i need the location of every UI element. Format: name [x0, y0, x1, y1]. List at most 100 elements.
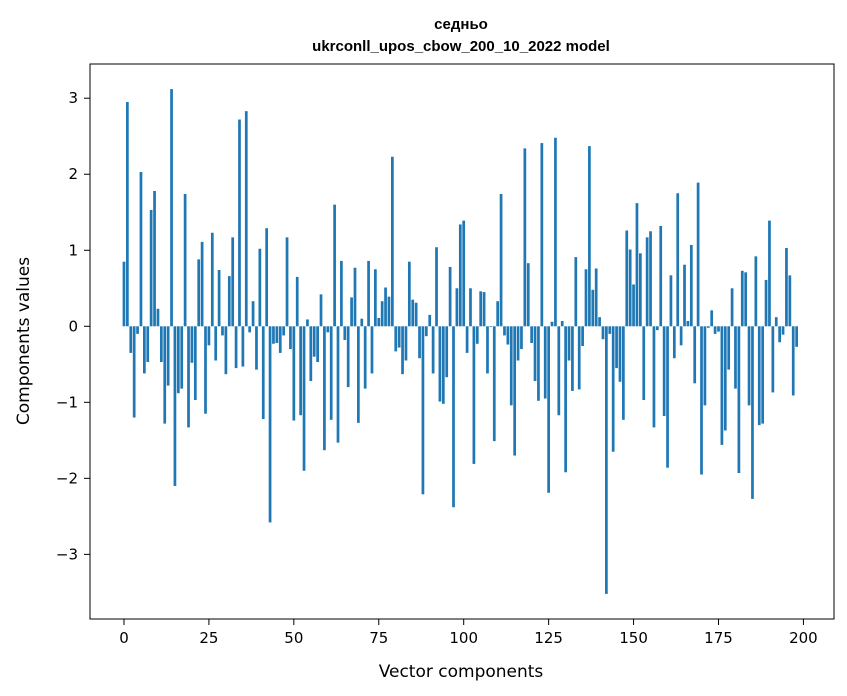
bar [571, 326, 574, 391]
y-tick-label: 2 [68, 165, 78, 183]
bar [503, 326, 506, 336]
bar [363, 326, 367, 389]
bar [190, 326, 194, 363]
bar [407, 261, 411, 327]
bar [153, 190, 156, 327]
x-tick-label: 75 [369, 629, 388, 647]
bar [353, 267, 357, 327]
bar [778, 326, 781, 343]
bar [163, 326, 167, 424]
bar [336, 326, 340, 443]
bar [414, 302, 418, 327]
bar [706, 326, 710, 328]
bar [374, 269, 377, 327]
bar [642, 326, 646, 401]
bar [272, 326, 275, 344]
bar [791, 326, 795, 396]
bar [210, 232, 214, 327]
bar [537, 326, 540, 401]
bar [282, 326, 285, 336]
bar [193, 326, 197, 401]
bar [509, 326, 513, 406]
bar [431, 326, 435, 374]
bar [598, 317, 601, 327]
bar [482, 292, 486, 327]
bar [734, 326, 737, 389]
bar [774, 317, 778, 327]
bar [217, 270, 221, 327]
bar [306, 319, 309, 327]
bar [608, 326, 612, 334]
bar [788, 275, 792, 327]
bar [635, 203, 639, 327]
y-tick-label: −1 [56, 393, 78, 411]
bar [428, 314, 432, 327]
bar [126, 102, 129, 327]
bar [323, 326, 326, 451]
bar [255, 326, 258, 370]
bar [377, 317, 381, 327]
bar [669, 275, 673, 327]
bar [689, 244, 693, 327]
bar [696, 182, 700, 327]
bars-group [122, 89, 798, 594]
bar [666, 326, 669, 468]
bar [149, 209, 153, 327]
bar [180, 326, 184, 389]
bar [506, 326, 510, 345]
bar [231, 237, 235, 327]
bar [455, 288, 459, 327]
bar [523, 148, 527, 327]
chart-title: седньо [434, 16, 488, 33]
bar [391, 156, 394, 327]
bar [543, 326, 547, 399]
bar [594, 268, 598, 327]
bar [747, 326, 751, 406]
y-axis-ticks: −3 −2 −1 0 1 2 3 [56, 89, 90, 563]
bar [764, 279, 768, 327]
bar [445, 326, 449, 378]
bar [421, 326, 425, 495]
bar [785, 247, 788, 327]
bar [588, 146, 591, 327]
bar [730, 288, 734, 327]
bar [676, 193, 680, 327]
x-tick-label: 100 [449, 629, 478, 647]
bar [479, 291, 483, 327]
bar [411, 299, 415, 327]
bar [295, 276, 299, 327]
bar [693, 326, 697, 384]
bar [384, 287, 387, 327]
bar [520, 326, 523, 350]
bar [469, 288, 472, 327]
bar [143, 326, 146, 374]
bar [601, 326, 605, 340]
bar [139, 171, 143, 327]
bar [394, 326, 398, 352]
bar [577, 326, 581, 390]
bar [122, 261, 126, 327]
bar [251, 301, 255, 327]
bar [591, 289, 595, 327]
bar [350, 297, 353, 327]
bar [795, 326, 798, 347]
x-tick-label: 175 [704, 629, 733, 647]
x-tick-label: 25 [199, 629, 218, 647]
bar [380, 301, 384, 327]
bar [581, 326, 584, 347]
bar [197, 259, 201, 327]
x-tick-label: 50 [284, 629, 303, 647]
bar [340, 260, 343, 327]
bar [159, 326, 163, 363]
bar [513, 326, 517, 456]
bar [258, 248, 262, 327]
bar [268, 326, 272, 523]
bar [462, 220, 466, 327]
bar [187, 326, 190, 428]
bar [370, 326, 374, 374]
bar [472, 326, 476, 464]
bar [744, 272, 748, 327]
bar [533, 326, 537, 382]
x-axis-label: Vector components [379, 662, 544, 682]
